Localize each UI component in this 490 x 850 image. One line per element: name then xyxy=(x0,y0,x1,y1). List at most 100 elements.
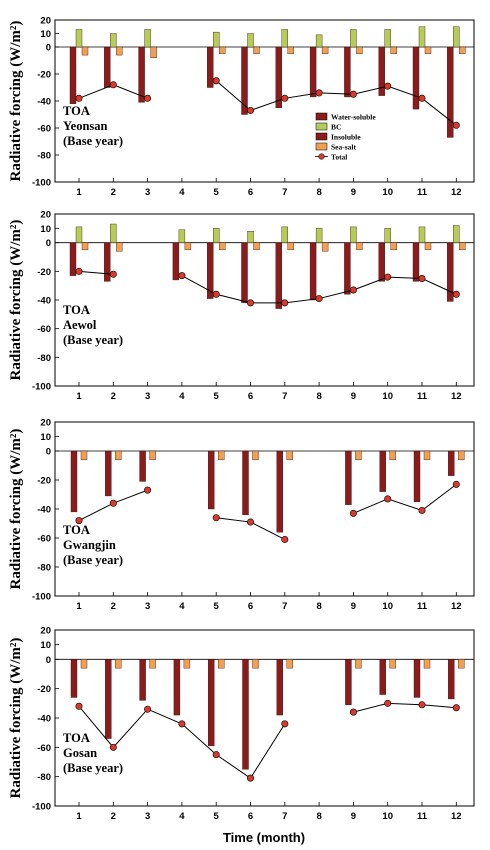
site-label-line: Yeonsan xyxy=(63,119,108,133)
bar-sea-salt xyxy=(115,659,122,669)
bar-sea-salt xyxy=(423,450,431,460)
x-tick-label: 3 xyxy=(145,811,150,822)
bar-sea-salt xyxy=(389,450,396,460)
legend-label-water-soluble: Water-soluble xyxy=(331,113,376,122)
total-marker xyxy=(281,94,289,102)
legend-swatch-water-soluble xyxy=(315,112,328,121)
total-line xyxy=(353,702,457,713)
total-marker xyxy=(315,295,323,303)
bar-water-soluble xyxy=(412,242,420,282)
site-label-line: (Base year) xyxy=(63,134,123,148)
bar-water-soluble xyxy=(276,450,283,533)
plot-frame xyxy=(54,629,475,807)
bar-bc xyxy=(384,29,391,48)
bar-water-soluble xyxy=(412,46,420,110)
total-marker xyxy=(349,90,357,98)
bar-water-soluble xyxy=(206,46,214,88)
bar-bc xyxy=(75,29,83,48)
site-label-line: Aewol xyxy=(63,318,97,332)
total-marker xyxy=(109,270,117,278)
x-tick-label: 11 xyxy=(417,187,428,198)
bar-water-soluble xyxy=(139,450,146,482)
x-tick-label: 4 xyxy=(179,811,185,822)
total-marker xyxy=(75,94,83,102)
bar-bc xyxy=(418,226,426,243)
plot-frame xyxy=(54,19,475,183)
site-label-line: TOA xyxy=(63,104,90,118)
bar-sea-salt xyxy=(183,659,191,669)
y-tick-label: 0 xyxy=(46,238,51,249)
site-label-line: (Base year) xyxy=(63,761,123,775)
x-tick-label: 11 xyxy=(417,811,428,822)
x-tick-label: 6 xyxy=(248,601,253,612)
x-tick-label: 3 xyxy=(145,391,150,402)
site-label-line: TOA xyxy=(63,303,90,317)
y-tick-label: -80 xyxy=(37,772,51,783)
total-marker xyxy=(384,82,392,90)
bar-water-soluble xyxy=(275,242,282,309)
bar-water-soluble xyxy=(172,242,180,281)
total-marker xyxy=(315,89,323,97)
bar-sea-salt xyxy=(116,46,123,56)
y-tick-label: -100 xyxy=(32,592,51,603)
x-tick-label: 8 xyxy=(316,811,321,822)
total-marker xyxy=(281,535,289,543)
bar-water-soluble xyxy=(448,659,455,700)
x-tick-label: 9 xyxy=(351,391,356,402)
bar-sea-salt xyxy=(458,659,465,669)
bar-sea-salt xyxy=(286,659,293,669)
total-marker xyxy=(418,506,426,514)
total-marker xyxy=(144,705,152,713)
x-tick-label: 6 xyxy=(248,187,253,198)
y-tick-label: -80 xyxy=(37,151,51,162)
legend-label-insoluble: Insoluble xyxy=(331,133,361,142)
x-tick-label: 6 xyxy=(248,391,253,402)
x-tick-label: 5 xyxy=(214,391,220,402)
total-marker xyxy=(109,743,117,751)
y-tick-label: -60 xyxy=(37,324,51,335)
bar-bc xyxy=(247,230,254,243)
y-tick-label: -60 xyxy=(37,124,51,135)
x-tick-label: 7 xyxy=(282,187,287,198)
y-axis-label: Radiative forcing (W/m²) xyxy=(8,638,24,799)
y-tick-label: 0 xyxy=(46,447,51,458)
bar-bc xyxy=(453,225,460,243)
bar-sea-salt xyxy=(252,659,259,669)
bar-water-soluble xyxy=(70,659,78,698)
total-marker xyxy=(281,720,289,728)
y-tick-label: 10 xyxy=(40,640,51,651)
y-tick-label: 20 xyxy=(40,210,51,221)
x-tick-label: 12 xyxy=(451,187,462,198)
bar-sea-salt xyxy=(253,242,260,251)
y-tick-label: -60 xyxy=(37,743,51,754)
x-tick-label: 9 xyxy=(351,811,356,822)
bar-bc xyxy=(247,33,254,48)
legend-swatch-sea-salt xyxy=(315,142,328,151)
site-label-line: (Base year) xyxy=(63,553,123,567)
y-tick-label: -100 xyxy=(32,802,51,813)
bar-water-soluble xyxy=(104,46,111,88)
x-tick-label: 5 xyxy=(214,187,220,198)
x-tick-label: 11 xyxy=(417,391,428,402)
bar-sea-salt xyxy=(217,659,225,669)
bar-water-soluble xyxy=(139,659,146,701)
total-marker xyxy=(247,518,255,526)
bar-sea-salt xyxy=(287,46,294,54)
total-marker xyxy=(144,94,152,102)
total-line xyxy=(215,80,457,126)
y-tick-label: -80 xyxy=(37,353,51,364)
total-marker xyxy=(452,704,460,712)
y-tick-label: 10 xyxy=(40,224,51,235)
bar-bc xyxy=(453,26,460,48)
plot-frame xyxy=(54,421,475,597)
bar-bc xyxy=(418,26,426,48)
x-tick-label: 9 xyxy=(351,187,356,198)
y-tick-label: 20 xyxy=(40,418,51,429)
bar-water-soluble xyxy=(70,450,78,513)
x-tick-label: 8 xyxy=(316,391,321,402)
bar-water-soluble xyxy=(173,659,181,716)
bar-water-soluble xyxy=(206,242,214,299)
x-tick-label: 5 xyxy=(214,601,220,612)
